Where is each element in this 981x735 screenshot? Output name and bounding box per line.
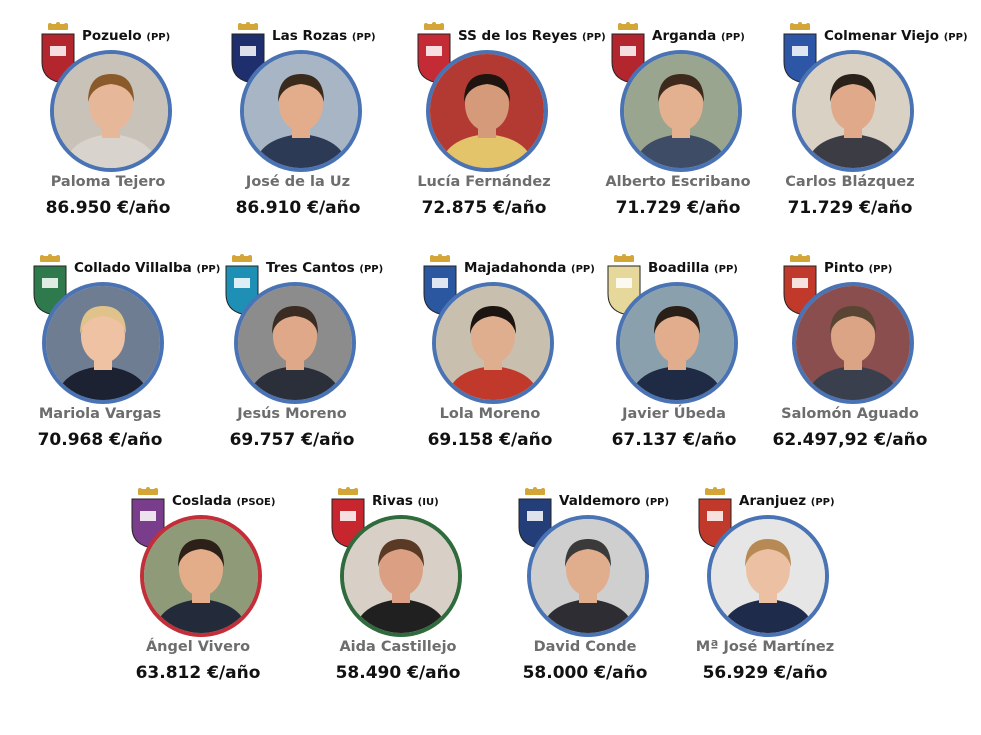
town-label: Coslada (PSOE) [172, 493, 275, 509]
mayor-photo [792, 50, 914, 172]
party-label: (PSOE) [236, 497, 276, 508]
mayor-salary: 71.729 €/año [787, 198, 913, 218]
town-name: Pinto [824, 260, 864, 276]
mayor-card: Coslada (PSOE) Ángel Vivero 63.812 €/año [128, 487, 318, 717]
town-label: Collado Villalba (PP) [74, 260, 220, 276]
mayor-salary: 62.497,92 €/año [772, 430, 928, 450]
town-name: Tres Cantos [266, 260, 355, 276]
mayor-name: David Conde [533, 639, 637, 655]
party-label: (PP) [571, 264, 595, 275]
party-label: (PP) [645, 497, 670, 508]
town-label: SS de los Reyes (PP) [458, 28, 606, 44]
mayor-photo [792, 282, 914, 404]
mayor-photo [426, 50, 548, 172]
town-label: Colmenar Viejo (PP) [824, 28, 968, 44]
town-name: Collado Villalba [74, 260, 192, 276]
mayor-salary: 67.137 €/año [611, 430, 737, 450]
mayor-photo [234, 282, 356, 404]
party-label: (PP) [146, 32, 171, 43]
mayor-photo [620, 50, 742, 172]
mayor-salary: 86.910 €/año [235, 198, 361, 218]
mayor-card: Valdemoro (PP) David Conde 58.000 €/año [515, 487, 705, 717]
town-label: Pinto (PP) [824, 260, 892, 276]
mayor-name: José de la Uz [245, 174, 351, 190]
mayor-card: Rivas (IU) Aida Castillejo 58.490 €/año [328, 487, 518, 717]
mayor-name: Jesús Moreno [237, 406, 347, 422]
mayor-name: Lola Moreno [439, 406, 541, 422]
town-name: Arganda [652, 28, 717, 44]
town-label: Boadilla (PP) [648, 260, 738, 276]
mayor-name: Ángel Vivero [145, 639, 251, 655]
party-label: (PP) [714, 264, 738, 275]
town-name: Aranjuez [739, 493, 807, 509]
mayor-name: Salomón Aguado [781, 406, 919, 422]
town-name: Colmenar Viejo [824, 28, 940, 44]
mayor-card: Collado Villalba (PP) Mariola Vargas 70.… [30, 254, 220, 484]
mayor-name: Mariola Vargas [38, 406, 162, 422]
mayor-salary: 70.968 €/año [37, 430, 163, 450]
town-label: Rivas (IU) [372, 493, 439, 509]
mayor-salary: 72.875 €/año [421, 198, 547, 218]
mayor-salary: 71.729 €/año [615, 198, 741, 218]
mayor-card: Tres Cantos (PP) Jesús Moreno 69.757 €/a… [222, 254, 412, 484]
mayor-salary: 69.757 €/año [229, 430, 355, 450]
town-name: Las Rozas [272, 28, 348, 44]
town-label: Arganda (PP) [652, 28, 745, 44]
town-name: Rivas [372, 493, 413, 509]
mayor-card: SS de los Reyes (PP) Lucía Fernández 72.… [414, 22, 606, 252]
party-label: (PP) [720, 32, 745, 43]
town-label: Majadahonda (PP) [464, 260, 595, 276]
mayor-card: Aranjuez (PP) Mª José Martínez 56.929 €/… [695, 487, 885, 717]
mayor-photo [140, 515, 262, 637]
town-name: Coslada [172, 493, 232, 509]
party-label: (PP) [868, 264, 893, 275]
mayor-salary: 63.812 €/año [135, 663, 261, 683]
town-name: Boadilla [648, 260, 710, 276]
mayor-name: Aida Castillejo [339, 639, 457, 655]
mayor-salary: 58.490 €/año [335, 663, 461, 683]
party-label: (PP) [581, 32, 606, 43]
mayor-card: Arganda (PP) Alberto Escribano 71.729 €/… [605, 22, 798, 252]
mayor-salary: 86.950 €/año [45, 198, 171, 218]
mayor-name: Mª José Martínez [695, 639, 835, 655]
town-name: Majadahonda [464, 260, 567, 276]
mayor-card: Pinto (PP) Salomón Aguado 62.497,92 €/añ… [773, 254, 970, 484]
party-label: (PP) [359, 264, 384, 275]
mayor-photo [707, 515, 829, 637]
town-name: SS de los Reyes [458, 28, 578, 44]
mayor-photo [42, 282, 164, 404]
mayor-name: Carlos Blázquez [785, 174, 915, 190]
town-label: Tres Cantos (PP) [266, 260, 383, 276]
mayor-name: Alberto Escribano [605, 174, 751, 190]
mayor-card: Pozuelo (PP) Paloma Tejero 86.950 €/año [38, 22, 228, 252]
mayor-card: Boadilla (PP) Javier Úbeda 67.137 €/año [604, 254, 794, 484]
mayor-salary: 58.000 €/año [522, 663, 648, 683]
mayor-name: Lucía Fernández [417, 174, 551, 190]
town-label: Aranjuez (PP) [739, 493, 835, 509]
mayor-salary: 56.929 €/año [702, 663, 828, 683]
mayor-photo [432, 282, 554, 404]
mayor-name: Javier Úbeda [622, 406, 726, 422]
party-label: (PP) [196, 264, 221, 275]
party-label: (PP) [943, 32, 968, 43]
party-label: (PP) [810, 497, 835, 508]
coat-of-arms-icon [515, 487, 555, 549]
mayor-photo [527, 515, 649, 637]
mayor-name: Paloma Tejero [50, 174, 166, 190]
mayor-photo [340, 515, 462, 637]
mayor-photo [50, 50, 172, 172]
party-label: (IU) [417, 497, 439, 508]
mayor-photo [240, 50, 362, 172]
mayor-salary: 69.158 €/año [427, 430, 553, 450]
party-label: (PP) [351, 32, 376, 43]
mayor-card: Colmenar Viejo (PP) Carlos Blázquez 71.7… [780, 22, 970, 252]
mayor-card: Majadahonda (PP) Lola Moreno 69.158 €/añ… [420, 254, 610, 484]
mayor-photo [616, 282, 738, 404]
town-label: Pozuelo (PP) [82, 28, 170, 44]
town-name: Valdemoro [559, 493, 641, 509]
town-label: Las Rozas (PP) [272, 28, 376, 44]
town-label: Valdemoro (PP) [559, 493, 669, 509]
town-name: Pozuelo [82, 28, 142, 44]
mayor-card: Las Rozas (PP) José de la Uz 86.910 €/añ… [228, 22, 418, 252]
